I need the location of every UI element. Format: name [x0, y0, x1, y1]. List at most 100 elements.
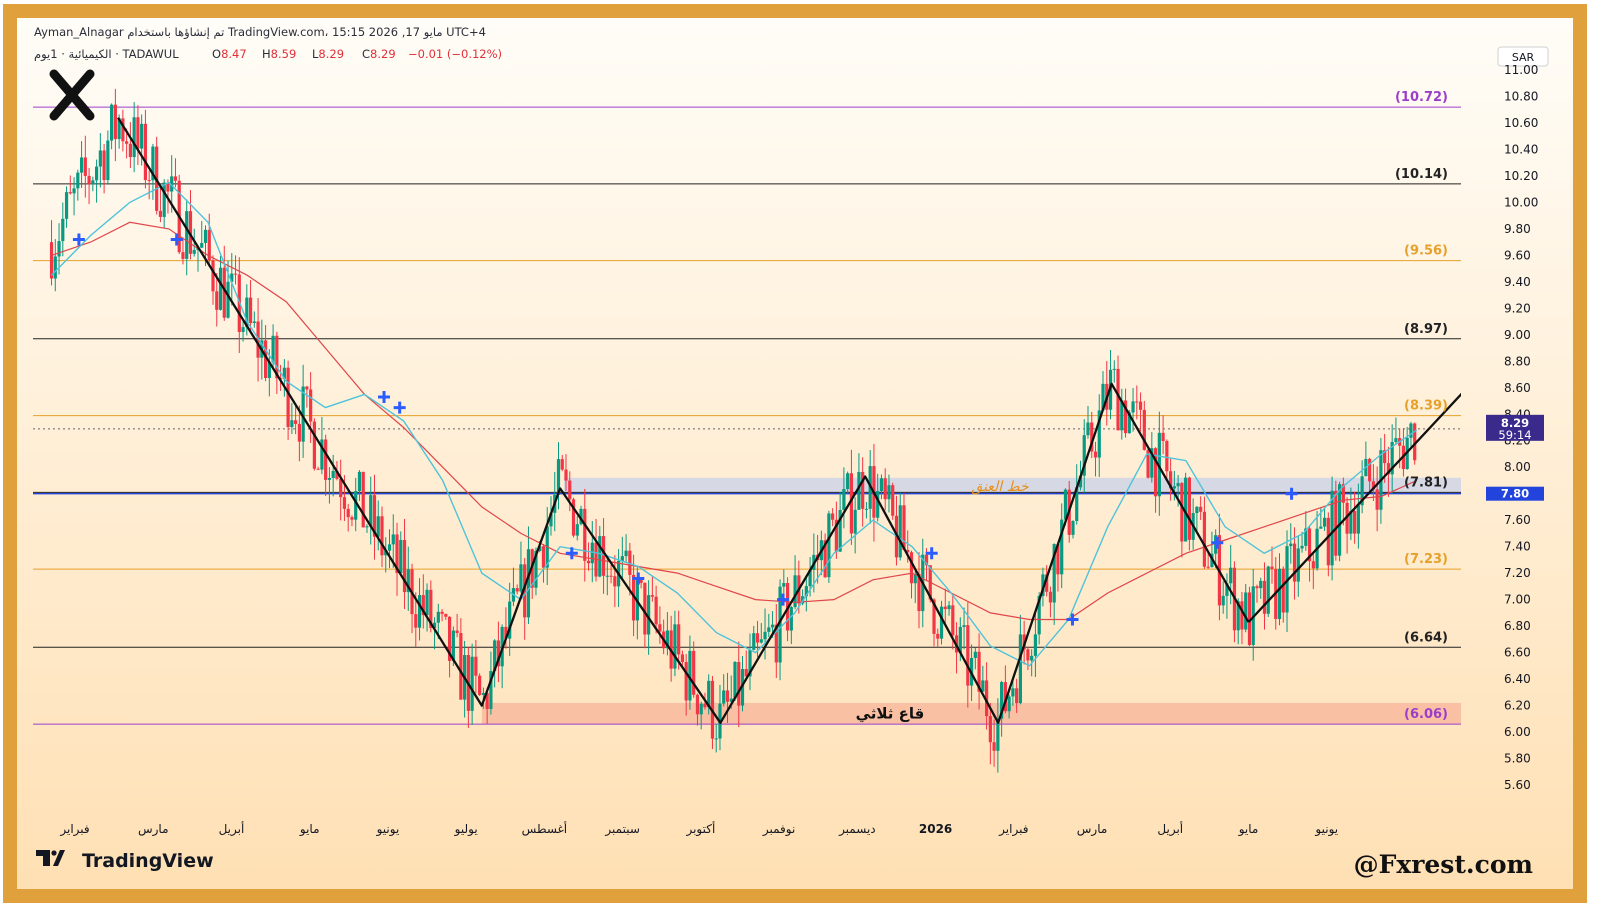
x-tick-12: فبراير	[998, 822, 1028, 837]
candle-body-335	[1307, 528, 1312, 562]
currency-button[interactable]	[1497, 46, 1549, 67]
candle-body-189	[759, 639, 763, 643]
candle-body-258	[1018, 634, 1022, 704]
candle-body-279	[1097, 410, 1101, 458]
candle-body-198	[793, 575, 797, 608]
candle-body-298	[1169, 471, 1173, 489]
candle-body-5	[68, 192, 72, 194]
candle-body-109	[459, 633, 463, 700]
neckline-price-tag: 7.80	[1486, 486, 1544, 501]
level-labels-layer: (10.72) (10.14) (9.56) (8.97) (8.39) (7.81) (7…	[1395, 90, 1448, 722]
candle-body-114	[478, 675, 482, 695]
footer-brand: TradingView	[82, 850, 214, 872]
candle-body-6	[72, 188, 76, 194]
zones-layer	[481, 477, 1461, 725]
candle-body-161	[654, 596, 658, 625]
currency-label: SAR	[1512, 51, 1535, 64]
candle-body-9	[83, 157, 87, 176]
candle-body-351	[1368, 458, 1372, 482]
y-tick-18: 7.40	[1504, 540, 1531, 554]
candle-body-356	[1386, 463, 1391, 475]
candle-body-248	[981, 680, 985, 692]
candle-body-287	[1127, 412, 1131, 434]
candle-body-192	[770, 624, 775, 628]
candle-body-213	[849, 473, 854, 534]
candle-body-84	[365, 526, 369, 528]
candle-body-97	[414, 614, 418, 628]
fib-level-label-5: (7.81)	[1404, 475, 1448, 490]
candle-body-66	[297, 423, 301, 442]
candle-body-30	[162, 182, 166, 217]
candle-body-22	[132, 117, 136, 158]
candle-body-135	[556, 459, 561, 495]
candle-body-268	[1056, 544, 1060, 575]
candle-body-1	[53, 256, 57, 279]
y-tick-24: 6.20	[1504, 699, 1531, 713]
header-symbol: الكيميائية · 1يوم · TADAWUL	[34, 47, 179, 62]
candle-body-11	[91, 180, 95, 185]
candle-body-270	[1063, 489, 1068, 520]
y-tick-7: 9.60	[1504, 248, 1531, 262]
candle-body-222	[883, 478, 887, 500]
logo-mark-icon	[49, 69, 95, 121]
candle-body-131	[541, 546, 546, 568]
candle-body-81	[354, 491, 358, 520]
candle-body-94	[402, 539, 407, 593]
candle-body-226	[898, 505, 902, 558]
candle-body-208	[831, 513, 835, 520]
candle-body-93	[399, 539, 403, 574]
candle-body-149	[609, 575, 613, 577]
candle-body-0	[49, 242, 54, 279]
candle-body-106	[447, 616, 452, 661]
cross-marker-2	[378, 391, 391, 404]
candle-body-90	[387, 544, 392, 551]
candle-body-125	[519, 564, 523, 592]
y-tick-21: 6.80	[1504, 619, 1531, 633]
candle-body-250	[988, 716, 992, 743]
candle-body-122	[508, 601, 512, 639]
candle-body-102	[432, 622, 437, 628]
fib-level-label-8: (6.06)	[1404, 707, 1448, 722]
candle-body-82	[357, 471, 362, 492]
candle-body-345	[1345, 502, 1349, 534]
candle-body-292	[1146, 449, 1150, 478]
candle-body-217	[864, 508, 869, 510]
candle-body-338	[1319, 526, 1323, 529]
candle-body-202	[808, 569, 812, 587]
candle-body-157	[639, 578, 643, 583]
candle-body-27	[151, 146, 155, 181]
candle-body-181	[729, 698, 733, 702]
time-axis[interactable]: فبراير مارس أبريل مايو يونيو يوليو أغسطس سبتمبر…	[59, 821, 1338, 837]
candle-body-99	[421, 595, 425, 616]
ohlc-item-4: −0.01 (−0.12%)	[408, 47, 502, 61]
candle-body-35	[181, 252, 185, 259]
candle-body-146	[598, 536, 602, 577]
fib-level-label-0: (10.72)	[1395, 90, 1448, 105]
price-axis[interactable]: 11.00 10.80 10.60 10.40 10.20 10.00 9.80 9.60 9.…	[1504, 63, 1538, 792]
header-symbol-ohlc: الكيميائية · 1يوم · TADAWUL O8.47 H8.59 L8…	[34, 47, 502, 62]
candle-body-67	[301, 386, 305, 442]
candle-body-72	[320, 439, 324, 470]
fib-level-label-3: (8.97)	[1404, 322, 1448, 337]
candle-body-113	[474, 656, 478, 676]
candle-body-17	[113, 104, 117, 140]
x-tick-16: يونيو	[1314, 822, 1338, 837]
y-tick-4: 10.20	[1504, 169, 1538, 183]
candle-body-3	[61, 218, 65, 242]
candle-body-89	[384, 550, 388, 556]
candle-body-116	[485, 692, 489, 709]
candle-body-221	[879, 478, 884, 492]
candle-body-308	[1206, 566, 1210, 568]
candle-body-191	[767, 627, 771, 632]
y-tick-19: 7.20	[1504, 566, 1531, 580]
candle-body-269	[1060, 519, 1064, 575]
candle-body-91	[391, 534, 395, 545]
candle-body-227	[902, 505, 906, 550]
candle-body-100	[425, 589, 429, 616]
candle-body-252	[996, 718, 1000, 751]
candle-body-278	[1093, 451, 1098, 458]
candle-body-51	[241, 327, 245, 332]
candle-body-142	[583, 508, 587, 561]
candle-body-68	[305, 386, 309, 390]
